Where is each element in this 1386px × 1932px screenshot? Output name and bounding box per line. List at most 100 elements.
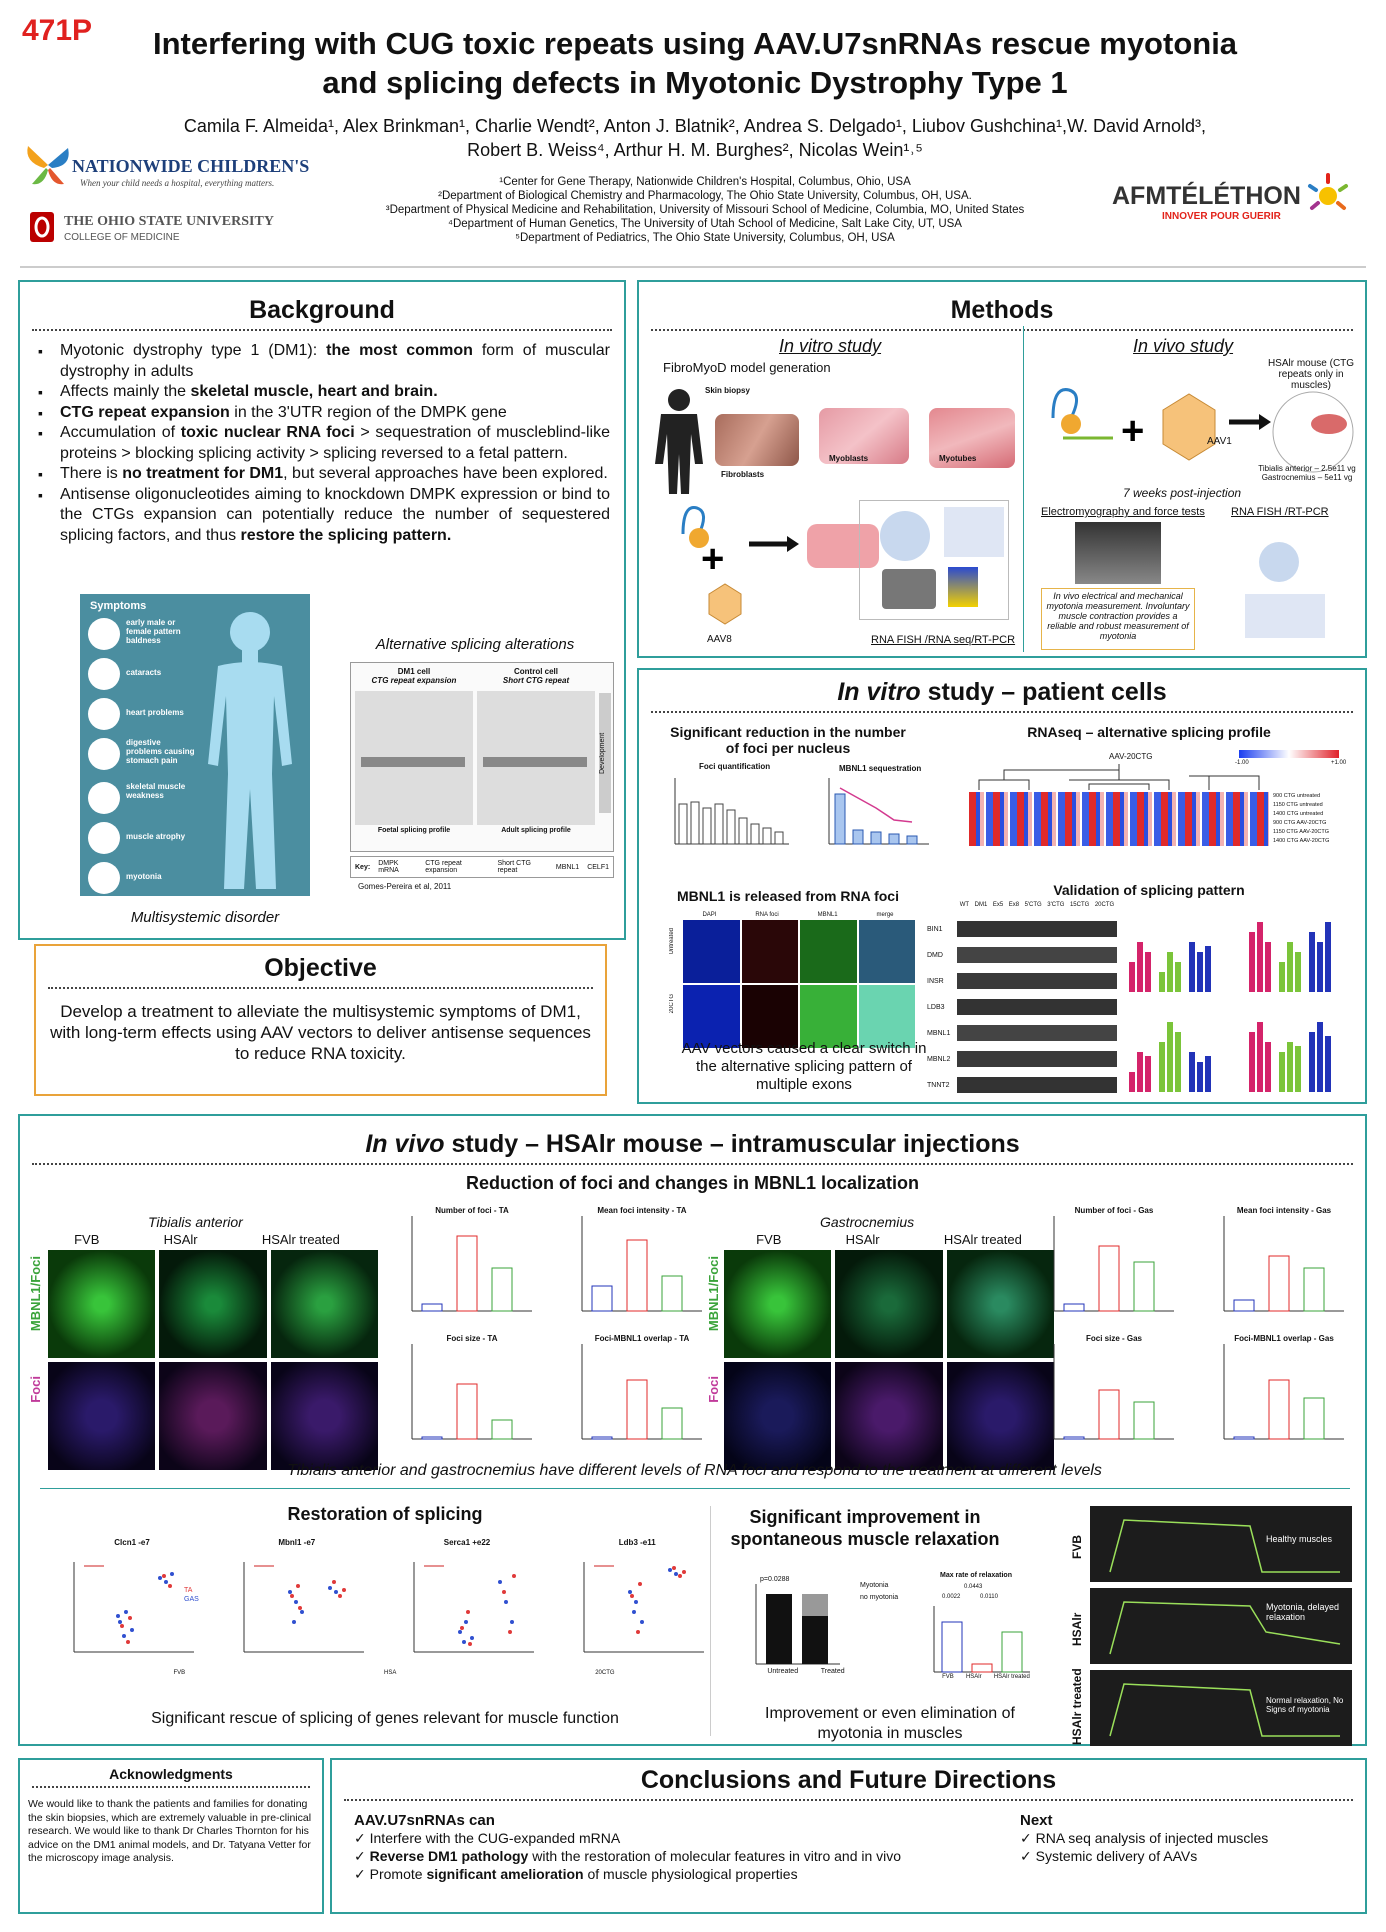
poster-id: 471P <box>22 14 93 47</box>
authors-line-2: Robert B. Weiss⁴, Arthur H. M. Burghes²,… <box>467 140 923 160</box>
alt-splicing-title: Alternative splicing alterations <box>375 636 575 653</box>
foci-reduction-title: Significant reduction in the number of f… <box>670 724 906 756</box>
eye-icon <box>88 658 120 690</box>
aav1-label: AAV1 <box>1207 436 1232 447</box>
myotubes-image <box>929 408 1015 468</box>
foci-row-label: Foci <box>28 1376 43 1403</box>
hsalr-mouse-label: HSAlr mouse (CTG repeats only in muscles… <box>1267 358 1355 391</box>
ta-microscopy-grid <box>48 1250 378 1470</box>
background-title: Background <box>249 296 395 324</box>
splicing-table-image <box>1245 594 1325 638</box>
myotubes-label: Myotubes <box>939 454 977 463</box>
foci-image <box>1259 542 1299 582</box>
heatmap-label: AAV-20CTG <box>1109 752 1153 761</box>
trace-fvb: Healthy muscles <box>1090 1506 1352 1582</box>
relax-title: Significant improvement in spontaneous m… <box>730 1507 1000 1549</box>
weeks-label: 7 weeks post-injection <box>1123 486 1242 500</box>
splice-legend: TA GAS <box>184 1587 199 1603</box>
osu-sub: COLLEGE OF MEDICINE <box>64 232 180 243</box>
force-trace <box>1109 1601 1341 1655</box>
symptom-item: digestive problems causing stomach pain <box>88 738 198 782</box>
myoblasts-label: Myoblasts <box>829 454 869 463</box>
emg-photo <box>1075 522 1161 584</box>
foci-image <box>880 511 930 561</box>
symptom-item: skeletal muscle weakness <box>88 782 198 822</box>
muscle-icon <box>88 782 120 814</box>
header-divider <box>20 266 1366 268</box>
reduction-title: Reduction of foci and changes in MBNL1 l… <box>465 1173 920 1193</box>
nch-logo: NATIONWIDE CHILDREN'S When your child ne… <box>24 140 309 195</box>
heatmap-dendrogram <box>978 764 1260 790</box>
objective-text: Develop a treatment to alleviate the mul… <box>50 1002 591 1063</box>
splicing-table-image <box>944 507 1004 557</box>
fibromyod-label: FibroMyoD model generation <box>663 360 831 375</box>
divider <box>48 987 593 989</box>
affiliation: ¹Center for Gene Therapy, Nationwide Chi… <box>499 176 911 188</box>
gas-charts: Number of foci - Gas Mean foci intensity… <box>1034 1206 1364 1466</box>
chart-title: Foci-MBNL1 overlap - TA <box>594 1334 690 1343</box>
alt-splicing-figure: DM1 cell CTG repeat expansion Control cel… <box>350 662 614 852</box>
mbnl-foci-row-label: MBNL1/Foci <box>706 1256 721 1332</box>
image-row-label: Untreated <box>669 928 675 955</box>
title-line-1: Interfering with CUG toxic repeats using… <box>152 26 1238 61</box>
afm-logo: AFMTÉLÉTHON INNOVER POUR GUERIR <box>1112 173 1348 222</box>
baldness-icon <box>88 618 120 650</box>
invivo-divider <box>40 1488 1350 1489</box>
osu-logo: THE OHIO STATE UNIVERSITY COLLEGE OF MED… <box>30 212 274 247</box>
ta-charts: Number of foci - TA Mean foci intensity … <box>392 1206 722 1466</box>
rnafish-rtpcr-label: RNA FISH /RT-PCR <box>1231 506 1329 518</box>
authors: Camila F. Almeida¹, Alex Brinkman¹, Char… <box>160 114 1230 162</box>
affiliation: ²Department of Biological Chemistry and … <box>438 190 972 202</box>
mbnl1-released-title: MBNL1 is released from RNA foci <box>677 888 899 904</box>
rnaseq-image <box>948 567 978 607</box>
max-rate-title: Max rate of relaxation <box>940 1572 1012 1579</box>
affiliation: ³Department of Physical Medicine and Reh… <box>385 204 1025 216</box>
symptom-item: early male or female pattern baldness <box>88 618 198 658</box>
gel-figure: BIN1 DMD INSR LDB3 MBNL1 MBNL2 TNNT2 <box>927 916 1117 1098</box>
myoblasts-image <box>819 408 909 464</box>
splice-group-labels: FVB HSA 20CTG <box>173 1670 615 1676</box>
invivo-diagram: + <box>1051 388 1354 473</box>
splice-dot-plots <box>73 1562 704 1653</box>
methods-panel: Methods In vitro study FibroMyoD model g… <box>637 280 1367 658</box>
image-col-labels: DAPI RNA foci MBNL1 merge <box>702 912 894 918</box>
chart-title: Number of foci - TA <box>435 1206 509 1215</box>
dm1-cell-label: DM1 cell CTG repeat expansion <box>371 667 457 685</box>
relax-caption: Improvement or even elimination of myoto… <box>765 1705 1015 1742</box>
symptoms-title: Symptoms <box>90 600 147 612</box>
fibroblasts-image <box>715 414 799 466</box>
trace-label: Normal relaxation, No Signs of myotonia <box>1266 1696 1344 1714</box>
force-trace <box>1109 1683 1340 1737</box>
list-item: ✓ RNA seq analysis of injected muscles <box>1020 1830 1269 1846</box>
ack-panel: Acknowledgments We would like to thank t… <box>18 1758 324 1914</box>
conclusions-right: Next ✓ RNA seq analysis of injected musc… <box>1020 1812 1268 1865</box>
splicing-title: Restoration of splicing <box>287 1504 483 1524</box>
osu-name: THE OHIO STATE UNIVERSITY <box>64 214 274 229</box>
force-trace <box>1109 1519 1340 1573</box>
foci-row-label: Foci <box>706 1376 721 1403</box>
poster-title: Interfering with CUG toxic repeats using… <box>150 24 1240 102</box>
chart-title: Foci size - TA <box>446 1334 498 1343</box>
conclusions-right-head: Next <box>1020 1812 1053 1829</box>
gas-label: Gastrocnemius <box>820 1214 915 1230</box>
image-row-label: 20CTG <box>669 994 675 1014</box>
invivo-method-title: In vivo study <box>1133 336 1234 356</box>
validation-title: Validation of splicing pattern <box>1053 882 1245 898</box>
invitro-method-title: In vitro study <box>779 336 882 356</box>
exon-bar <box>361 757 465 767</box>
stomach-icon <box>88 738 120 770</box>
myotonia-group-labels: Untreated Treated <box>767 1668 845 1675</box>
affiliation: ⁵Department of Pediatrics, The Ohio Stat… <box>515 232 895 244</box>
max-rate-chart <box>933 1606 1030 1673</box>
background-list: Myotonic dystrophy type 1 (DM1): the mos… <box>20 341 624 546</box>
gas-bar-charts <box>1053 1216 1344 1440</box>
gel-col-labels: WT DM1 Ex5 Ex8 5'CTG 3'CTG 15CTG 20CTG <box>959 902 1115 908</box>
emg-caption: In vivo electrical and mechanical myoton… <box>1041 588 1195 650</box>
ack-title: Acknowledgments <box>109 1766 233 1782</box>
list-item: ✓ Promote significant amelioration of mu… <box>354 1866 798 1882</box>
symptom-item: cataracts <box>88 658 198 698</box>
conclusions-left: AAV.U7snRNAs can ✓ Interfere with the CU… <box>354 1812 901 1883</box>
divider <box>651 711 1353 713</box>
p-value: 0.0110 <box>980 1594 998 1600</box>
aav8-diagram: + <box>681 506 879 625</box>
